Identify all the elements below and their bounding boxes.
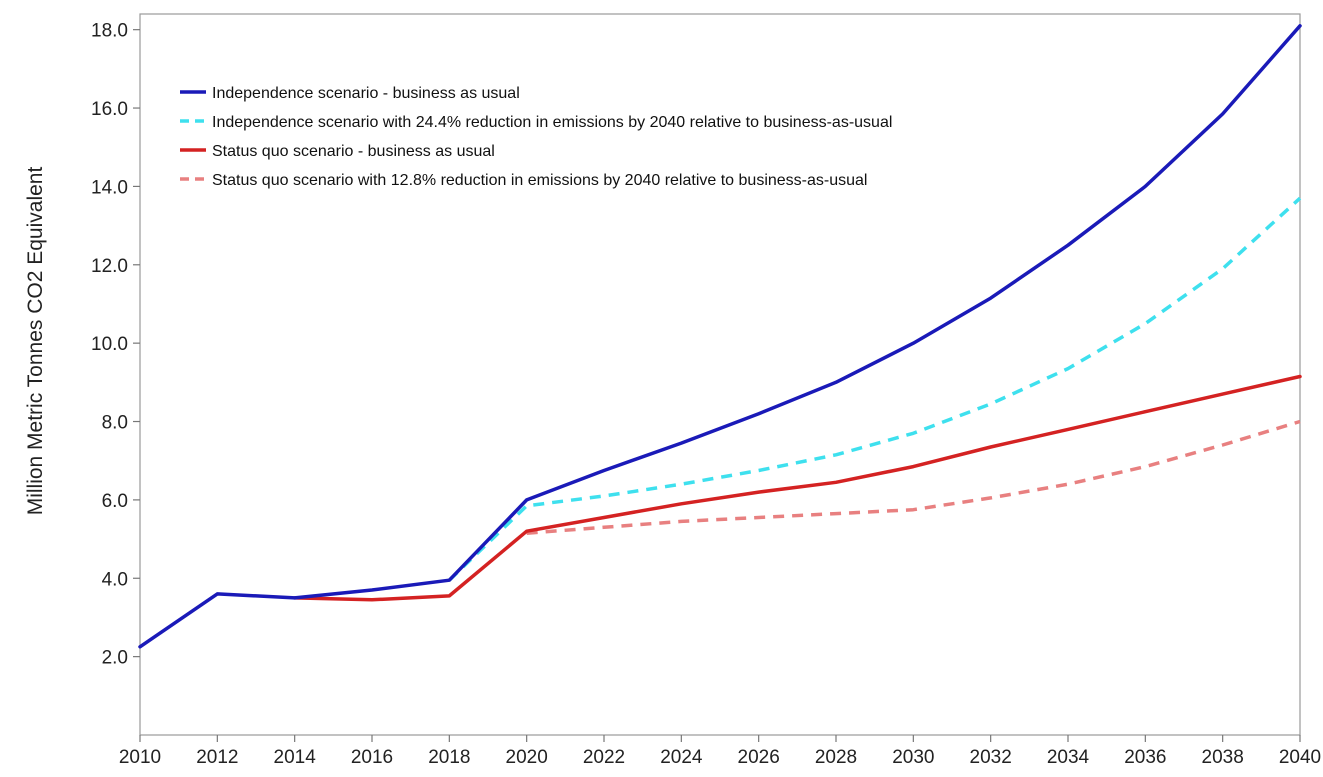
series-line-3 (292, 374, 1302, 602)
y-tick-label: 14.0 (91, 177, 128, 198)
x-tick-label: 2012 (196, 747, 238, 768)
x-tick-label: 2030 (892, 747, 934, 768)
x-tick-label: 2032 (970, 747, 1012, 768)
y-tick-label: 6.0 (102, 491, 128, 512)
series-line-4 (526, 419, 1301, 535)
y-axis: 2.0 4.0 6.0 8.0 10.0 12.0 14.0 16.0 18.0 (91, 21, 140, 669)
series-layer (138, 24, 1302, 649)
plot-border (139, 13, 1301, 736)
plot-frame (139, 13, 1301, 736)
x-tick-label: 2022 (583, 747, 625, 768)
legend-label-1: Independence scenario - business as usua… (212, 85, 520, 102)
y-tick-label: 8.0 (102, 413, 128, 434)
y-axis-label: Million Metric Tonnes CO2 Equivalent (24, 167, 47, 516)
x-tick-label: 2014 (274, 747, 317, 768)
series-line-2 (448, 196, 1302, 582)
x-tick-label: 2034 (1047, 747, 1090, 768)
legend-label-2: Independence scenario with 24.4% reducti… (212, 114, 892, 131)
legend-label-3: Status quo scenario - business as usual (212, 143, 495, 160)
y-tick-label: 10.0 (91, 334, 128, 355)
x-tick-label: 2024 (660, 747, 703, 768)
legend-label-4: Status quo scenario with 12.8% reduction… (212, 172, 867, 189)
y-tick-label: 18.0 (91, 21, 128, 42)
x-tick-label: 2038 (1202, 747, 1244, 768)
y-tick-label: 16.0 (91, 99, 128, 120)
x-tick-label: 2040 (1279, 747, 1321, 768)
y-tick-label: 4.0 (102, 569, 128, 590)
y-tick-label: 12.0 (91, 256, 128, 277)
series-line-1 (138, 24, 1302, 649)
x-tick-label: 2036 (1124, 747, 1166, 768)
x-tick-label: 2028 (815, 747, 857, 768)
x-tick-label: 2020 (506, 747, 548, 768)
x-tick-label: 2018 (428, 747, 470, 768)
x-axis: 2010 2012 2014 2016 2018 2020 2022 2024 2026 2028… (119, 735, 1321, 768)
x-tick-label: 2016 (351, 747, 393, 768)
x-tick-label: 2010 (119, 747, 161, 768)
y-tick-label: 2.0 (102, 648, 128, 669)
legend: Independence scenario - business as usua… (180, 85, 892, 189)
x-tick-label: 2026 (738, 747, 780, 768)
